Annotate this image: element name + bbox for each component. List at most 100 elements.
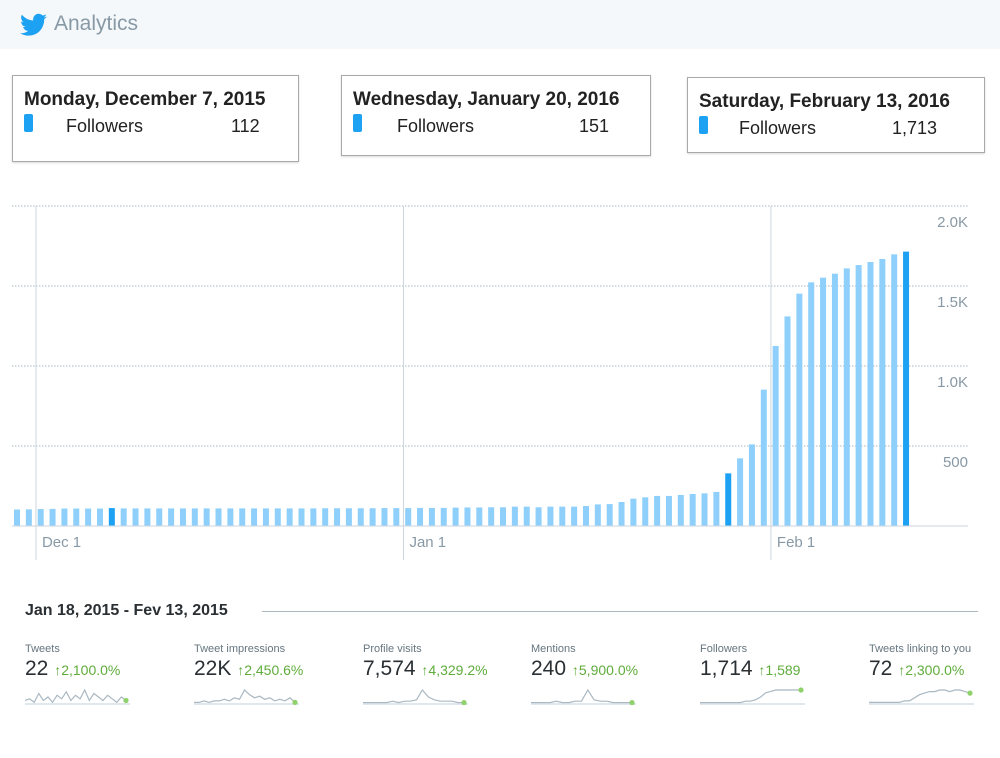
bar[interactable] (476, 507, 483, 526)
bar[interactable] (867, 262, 874, 526)
bar[interactable] (594, 504, 601, 526)
bar[interactable] (203, 508, 210, 526)
bar[interactable] (428, 507, 435, 526)
bar[interactable] (393, 508, 400, 526)
bar[interactable] (488, 507, 495, 526)
bar[interactable] (808, 282, 815, 526)
bar[interactable] (654, 495, 661, 526)
app-title: Analytics (54, 12, 139, 35)
bar[interactable] (239, 508, 246, 526)
bar[interactable] (511, 506, 518, 526)
bar[interactable] (452, 507, 459, 526)
bar[interactable] (606, 504, 613, 526)
bar-highlighted[interactable] (903, 251, 910, 526)
stat-tweet-impressions[interactable]: Tweet impressions 22K ↑2,450.6% (194, 643, 334, 705)
bar[interactable] (689, 494, 696, 526)
bar[interactable] (14, 509, 20, 526)
bar[interactable] (85, 508, 92, 526)
bar-highlighted[interactable] (108, 508, 115, 526)
bar[interactable] (701, 493, 708, 526)
bar[interactable] (191, 508, 198, 526)
bar[interactable] (831, 273, 838, 526)
bar[interactable] (879, 258, 886, 526)
sparkline-endpoint (798, 687, 804, 693)
bar[interactable] (417, 507, 424, 526)
bar[interactable] (381, 508, 388, 526)
bar[interactable] (713, 491, 720, 526)
stat-profile-visits[interactable]: Profile visits 7,574 ↑4,329.2% (363, 643, 503, 705)
stat-mentions[interactable]: Mentions 240 ↑5,900.0% (531, 643, 671, 705)
bar[interactable] (843, 268, 850, 526)
bar[interactable] (25, 509, 32, 526)
bar[interactable] (748, 444, 755, 526)
bar[interactable] (322, 508, 329, 526)
bar[interactable] (334, 508, 341, 526)
stat-value: 22 (25, 657, 49, 680)
bar[interactable] (618, 502, 625, 526)
stat-tweets-linking-to-you[interactable]: Tweets linking to you 72 ↑2,300.0% (869, 643, 1000, 705)
stat-value: 240 (531, 657, 567, 680)
stat-change: ↑2,450.6% (237, 662, 304, 678)
bar-highlighted[interactable] (725, 473, 732, 526)
sparkline-endpoint (967, 690, 973, 696)
bar[interactable] (286, 508, 293, 526)
bar[interactable] (215, 508, 222, 526)
stat-value: 1,714 (700, 657, 753, 680)
bar[interactable] (262, 508, 269, 526)
bar[interactable] (144, 508, 151, 526)
bar[interactable] (120, 508, 127, 526)
bar[interactable] (132, 508, 139, 526)
bar[interactable] (156, 508, 163, 526)
bar[interactable] (369, 508, 376, 526)
stat-title: Profile visits (363, 643, 422, 655)
y-tick-label: 2.0K (937, 214, 968, 231)
stat-value: 22K (194, 657, 232, 680)
sparkline (700, 687, 805, 705)
bar[interactable] (500, 507, 507, 526)
bar[interactable] (630, 498, 637, 526)
tooltip-date: Saturday, February 13, 2016 (699, 91, 950, 112)
bar[interactable] (784, 316, 791, 526)
bar[interactable] (535, 507, 542, 526)
bar[interactable] (179, 508, 186, 526)
bar[interactable] (642, 497, 649, 526)
bar[interactable] (665, 495, 672, 526)
bar[interactable] (405, 508, 412, 526)
bar[interactable] (227, 508, 234, 526)
bar[interactable] (357, 508, 364, 526)
bar[interactable] (547, 506, 554, 526)
bar[interactable] (96, 508, 103, 526)
y-tick-label: 500 (943, 454, 968, 471)
bar[interactable] (891, 254, 898, 526)
bar[interactable] (772, 346, 779, 526)
bar[interactable] (677, 494, 684, 526)
bar[interactable] (440, 507, 447, 526)
bar[interactable] (168, 508, 175, 526)
bar[interactable] (523, 506, 530, 526)
stat-followers[interactable]: Followers 1,714 ↑1,589 (700, 643, 840, 705)
bar[interactable] (737, 458, 744, 526)
bar[interactable] (37, 509, 44, 526)
sparkline-endpoint (123, 697, 129, 704)
app-header: Analytics (0, 0, 1000, 49)
bar[interactable] (49, 508, 56, 526)
bar[interactable] (464, 507, 471, 526)
bar[interactable] (796, 293, 803, 526)
stat-tweets[interactable]: Tweets 22 ↑2,100.0% (25, 643, 165, 705)
bar[interactable] (61, 508, 68, 526)
tooltip-card: Wednesday, January 20, 2016 Followers 15… (341, 75, 651, 156)
bar[interactable] (760, 389, 767, 526)
bar[interactable] (582, 506, 589, 526)
bar[interactable] (571, 506, 578, 526)
twitter-bird-icon[interactable] (20, 13, 47, 37)
bar[interactable] (251, 508, 258, 526)
bar[interactable] (274, 508, 281, 526)
bar[interactable] (73, 508, 80, 526)
bar[interactable] (559, 506, 566, 526)
bar[interactable] (855, 265, 862, 526)
bar[interactable] (310, 508, 317, 526)
x-tick-label: Jan 1 (409, 534, 446, 551)
bar[interactable] (345, 508, 352, 526)
bar[interactable] (820, 277, 827, 526)
bar[interactable] (298, 508, 305, 526)
